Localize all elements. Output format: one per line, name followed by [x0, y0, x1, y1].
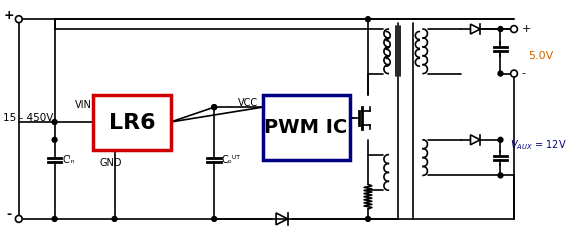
Circle shape: [510, 26, 517, 33]
Text: Cⁱₙ: Cⁱₙ: [62, 155, 75, 165]
Circle shape: [498, 173, 503, 178]
Circle shape: [52, 137, 57, 142]
Circle shape: [510, 70, 517, 77]
Circle shape: [498, 71, 503, 76]
Circle shape: [498, 137, 503, 142]
Circle shape: [365, 216, 371, 221]
Polygon shape: [276, 213, 288, 225]
Text: PWM IC: PWM IC: [264, 118, 348, 137]
Polygon shape: [471, 24, 480, 34]
Text: -: -: [522, 69, 526, 79]
Text: Cₒᵁᵀ: Cₒᵁᵀ: [222, 155, 241, 165]
Circle shape: [498, 27, 503, 32]
Text: VCC: VCC: [238, 98, 258, 108]
Text: -: -: [6, 208, 11, 221]
Circle shape: [112, 216, 117, 221]
Circle shape: [15, 215, 22, 222]
Text: $V_{AUX}$ = 12V: $V_{AUX}$ = 12V: [510, 138, 566, 152]
Circle shape: [212, 105, 216, 110]
Text: 5.0V: 5.0V: [529, 51, 554, 61]
FancyBboxPatch shape: [263, 95, 349, 159]
Text: 15 - 450V: 15 - 450V: [3, 113, 54, 123]
Text: GND: GND: [99, 158, 122, 168]
Text: LR6: LR6: [108, 112, 155, 133]
Text: +: +: [522, 24, 531, 34]
Circle shape: [212, 216, 216, 221]
Polygon shape: [471, 135, 480, 145]
Circle shape: [365, 17, 371, 22]
Circle shape: [52, 216, 57, 221]
Text: +: +: [4, 9, 14, 22]
Text: VIN: VIN: [74, 100, 91, 110]
Circle shape: [212, 105, 216, 110]
Circle shape: [52, 120, 57, 124]
Circle shape: [15, 16, 22, 23]
FancyBboxPatch shape: [93, 95, 171, 150]
